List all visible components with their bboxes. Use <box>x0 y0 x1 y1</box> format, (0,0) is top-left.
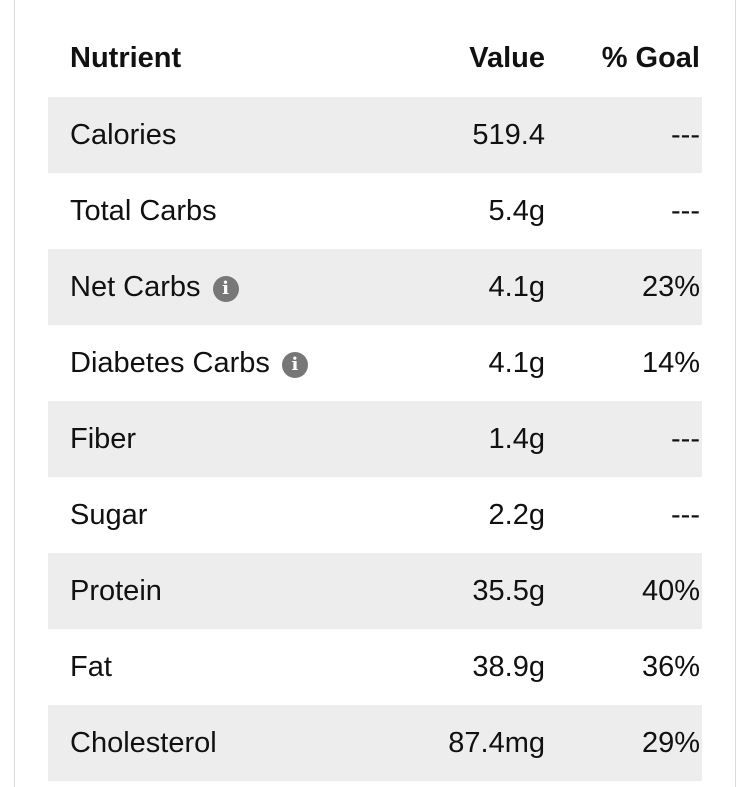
nutrient-label: Diabetes Carbs <box>70 346 270 379</box>
nutrient-name: Net Carbs i <box>48 271 390 304</box>
table-row-sugar: Sugar 2.2g --- <box>48 477 702 553</box>
nutrient-label: Calories <box>70 118 177 151</box>
nutrient-value: 2.2g <box>488 498 545 531</box>
nutrient-label: Fiber <box>70 422 137 455</box>
info-icon[interactable]: i <box>281 351 308 378</box>
nutrient-label: Cholesterol <box>70 726 217 759</box>
nutrient-name: Calories <box>48 119 390 152</box>
table-row-cholesterol: Cholesterol 87.4mg 29% <box>48 705 702 781</box>
table-row-diabetes-carbs: Diabetes Carbs i 4.1g 14% <box>48 325 702 401</box>
nutrient-goal: --- <box>671 422 700 455</box>
table-header: Nutrient Value % Goal <box>48 20 702 97</box>
nutrient-goal: --- <box>671 118 700 151</box>
nutrient-goal: 40% <box>641 574 700 607</box>
table-row-calories: Calories 519.4 --- <box>48 97 702 173</box>
nutrient-value: 35.5g <box>472 574 545 607</box>
nutrient-goal: 36% <box>641 650 700 683</box>
nutrient-value: 519.4 <box>472 118 545 151</box>
table-row-fat: Fat 38.9g 36% <box>48 629 702 705</box>
table-row-protein: Protein 35.5g 40% <box>48 553 702 629</box>
table-row-net-carbs: Net Carbs i 4.1g 23% <box>48 249 702 325</box>
nutrient-label: Fat <box>70 650 112 683</box>
header-nutrient: Nutrient <box>70 42 182 74</box>
nutrient-value: 38.9g <box>472 650 545 683</box>
nutrient-name: Fat <box>48 651 390 684</box>
nutrient-label: Total Carbs <box>70 194 217 227</box>
nutrient-label: Net Carbs <box>70 270 201 303</box>
nutrient-goal: 29% <box>641 726 700 759</box>
nutrient-goal: --- <box>671 194 700 227</box>
nutrient-name: Sugar <box>48 499 390 532</box>
header-goal: % Goal <box>601 42 700 74</box>
nutrient-goal: --- <box>671 498 700 531</box>
nutrient-name: Fiber <box>48 423 390 456</box>
info-icon[interactable]: i <box>212 275 239 302</box>
nutrient-value: 4.1g <box>488 346 545 379</box>
nutrient-value: 87.4mg <box>448 726 545 759</box>
nutrient-label: Protein <box>70 574 162 607</box>
nutrient-goal: 14% <box>641 346 700 379</box>
nutrient-goal: 23% <box>641 270 700 303</box>
nutrient-value: 4.1g <box>488 270 545 303</box>
panel-left-border <box>14 0 15 787</box>
nutrient-value: 5.4g <box>488 194 545 227</box>
table-row-total-carbs: Total Carbs 5.4g --- <box>48 173 702 249</box>
header-value: Value <box>469 42 545 74</box>
nutrient-name: Diabetes Carbs i <box>48 347 390 380</box>
nutrition-table: Nutrient Value % Goal Calories 519.4 ---… <box>48 20 702 781</box>
nutrient-label: Sugar <box>70 498 148 531</box>
nutrient-name: Protein <box>48 575 390 608</box>
panel-right-border <box>735 0 736 787</box>
table-row-fiber: Fiber 1.4g --- <box>48 401 702 477</box>
nutrient-value: 1.4g <box>488 422 545 455</box>
nutrient-name: Cholesterol <box>48 727 390 760</box>
nutrient-name: Total Carbs <box>48 195 390 228</box>
